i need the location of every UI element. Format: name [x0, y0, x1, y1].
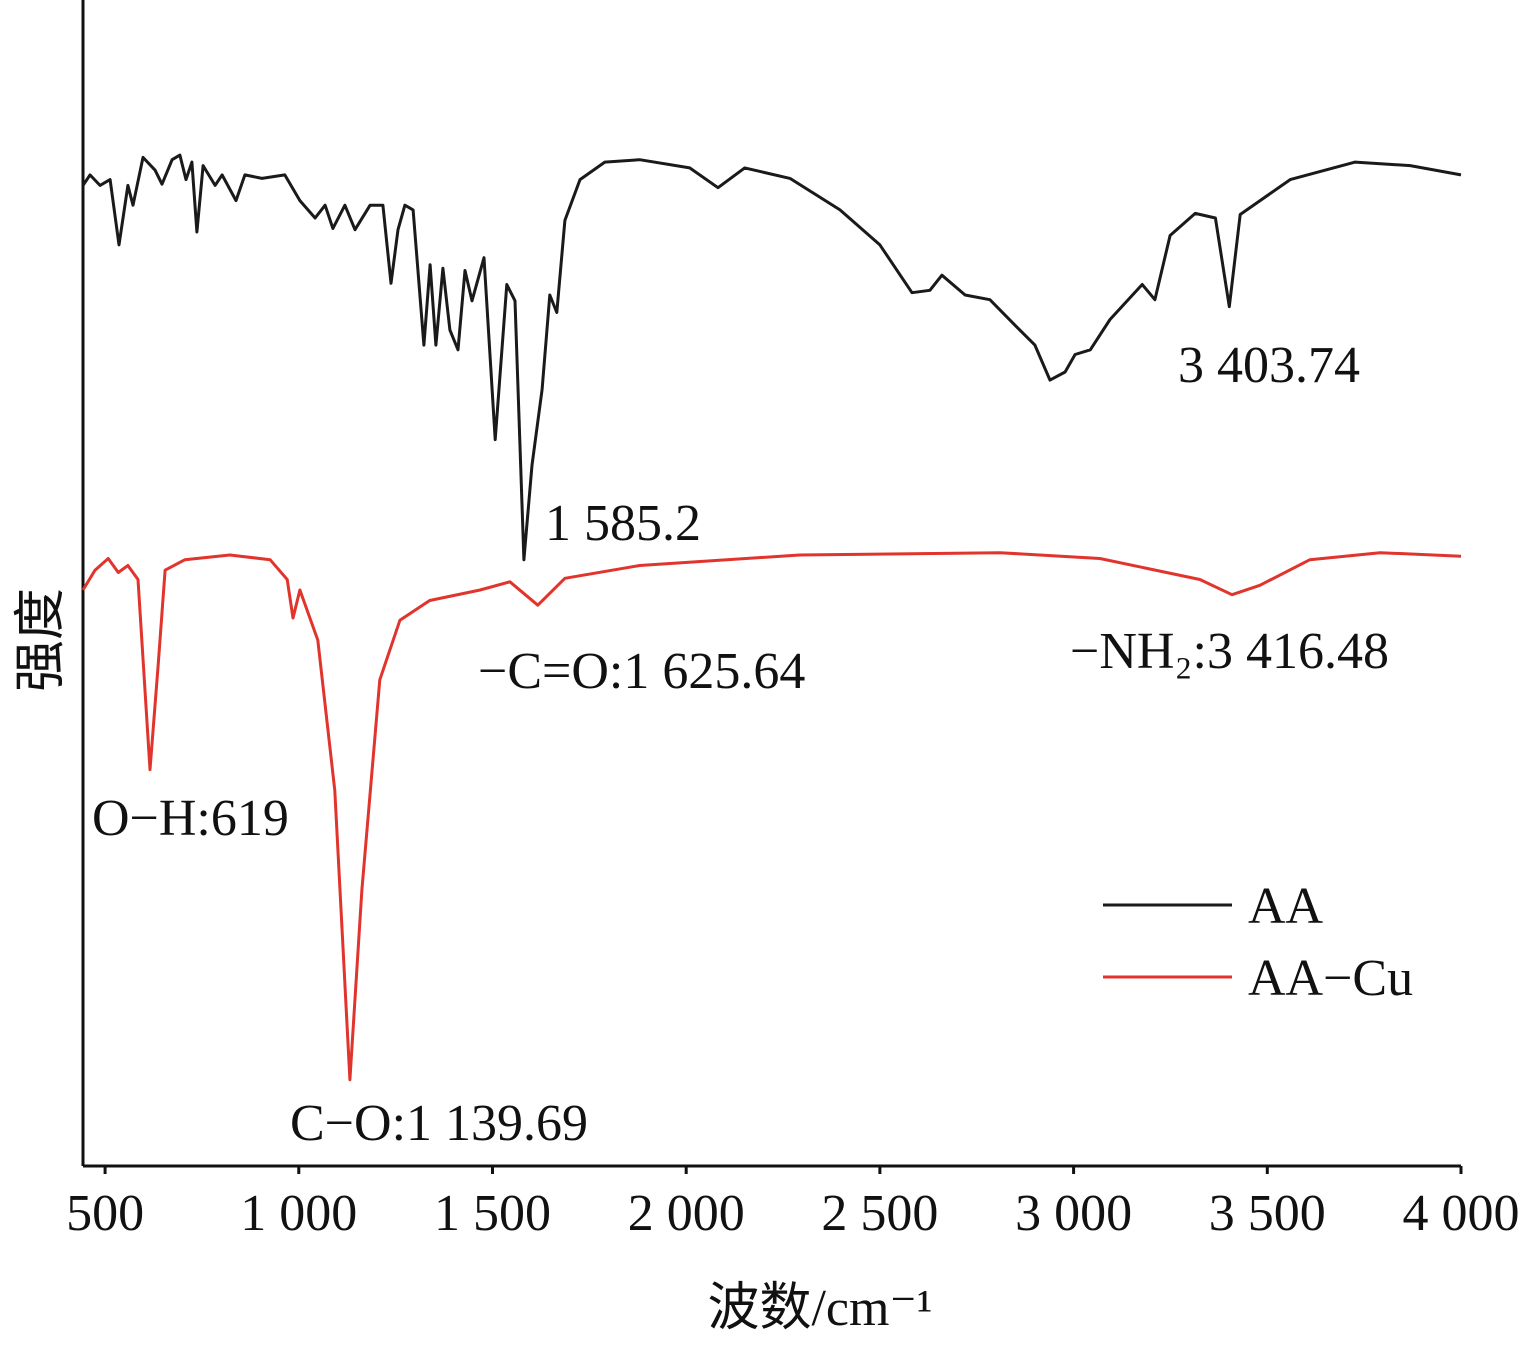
annotation: C−O:1 139.69: [290, 1095, 588, 1152]
annotation: 1 585.2: [545, 495, 701, 552]
x-tick-label: 500: [66, 1185, 144, 1242]
x-tick-label: 1 500: [434, 1185, 551, 1242]
series-line: [81, 551, 1462, 1082]
annotation: 3 403.74: [1178, 337, 1360, 394]
x-tick-label: 1 000: [240, 1185, 357, 1242]
annotation: O−H:619: [92, 790, 289, 847]
x-tick-label: 4 000: [1403, 1185, 1520, 1242]
legend-label: AA−Cu: [1248, 950, 1413, 1007]
x-tick-label: 3 000: [1015, 1185, 1132, 1242]
annotation: −NH₂:3 416.48: [1070, 623, 1389, 680]
legend-label: AA: [1248, 878, 1324, 935]
annotation: −C=O:1 625.64: [478, 643, 805, 700]
y-axis-label: 强度: [13, 588, 70, 692]
x-tick-label: 2 000: [628, 1185, 745, 1242]
x-tick-label: 3 500: [1209, 1185, 1326, 1242]
x-tick-label: 2 500: [821, 1185, 938, 1242]
x-axis-label: 波数/cm⁻¹: [707, 1280, 932, 1337]
series-line: [81, 153, 1462, 562]
